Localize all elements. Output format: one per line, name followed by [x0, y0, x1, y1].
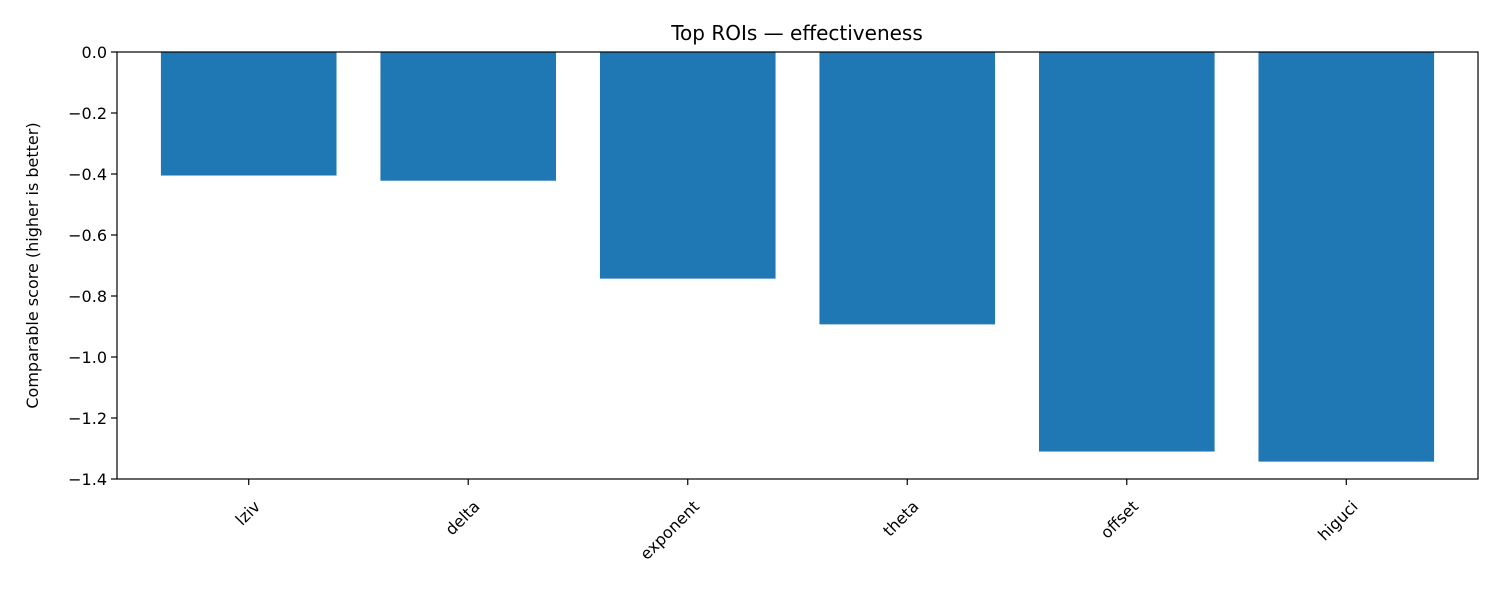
bar-offset	[1038, 52, 1215, 452]
y-tick-label: −1.0	[68, 348, 107, 367]
bar-exponent	[599, 52, 776, 279]
x-tick-label-offset: offset	[1097, 497, 1142, 542]
x-tick-label-higuci: higuci	[1314, 497, 1361, 544]
y-axis-label: Comparable score (higher is better)	[23, 122, 42, 408]
y-tick-label: −0.4	[68, 165, 107, 184]
y-tick-label: −0.2	[68, 104, 107, 123]
plot-frame	[116, 51, 1479, 480]
bar-theta	[819, 52, 996, 325]
y-tick-label: 0.0	[82, 43, 107, 62]
x-axis: lziv delta exponent theta offset higuci	[232, 479, 1362, 564]
x-tick-label-delta: delta	[441, 497, 483, 539]
bars-layer	[160, 52, 1435, 462]
x-tick-label-lziv: lziv	[232, 497, 264, 529]
y-tick-label: −0.8	[68, 287, 107, 306]
y-axis: 0.0 −0.2 −0.4 −0.6 −0.8 −1.0 −1.2 −1.4	[68, 43, 117, 489]
y-tick-label: −1.2	[68, 409, 107, 428]
bar-lziv	[160, 52, 337, 176]
x-tick-label-theta: theta	[879, 497, 922, 540]
y-tick-label: −0.6	[68, 226, 107, 245]
bar-delta	[380, 52, 557, 181]
chart-title: Top ROIs — effectiveness	[670, 21, 923, 45]
bar-higuci	[1258, 52, 1435, 462]
y-tick-label: −1.4	[68, 470, 107, 489]
x-tick-label-exponent: exponent	[636, 497, 703, 564]
